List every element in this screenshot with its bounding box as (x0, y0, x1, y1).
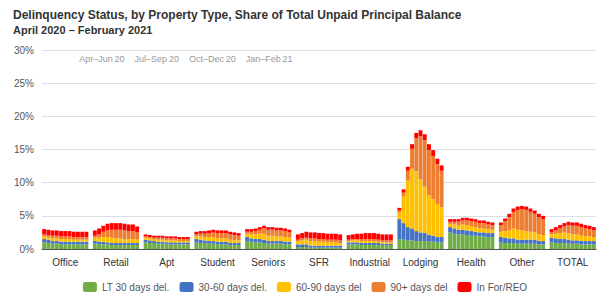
svg-text:60-90 days del: 60-90 days del (296, 282, 362, 293)
svg-text:10%: 10% (14, 177, 34, 188)
svg-text:Other: Other (509, 257, 535, 268)
svg-text:April 2020 – February 2021: April 2020 – February 2021 (13, 24, 152, 36)
svg-text:5%: 5% (20, 210, 35, 221)
svg-text:LT 30 days del.: LT 30 days del. (102, 282, 169, 293)
svg-text:Student: Student (200, 257, 235, 268)
svg-text:Health: Health (457, 257, 486, 268)
svg-text:Delinquency Status, by Propert: Delinquency Status, by Property Type, Sh… (13, 8, 462, 22)
svg-text:Seniors: Seniors (251, 257, 285, 268)
svg-text:90+ days del: 90+ days del (391, 282, 448, 293)
svg-text:Apt: Apt (159, 257, 174, 268)
svg-text:20%: 20% (14, 111, 34, 122)
svg-text:TOTAL: TOTAL (557, 257, 589, 268)
svg-text:30-60 days del.: 30-60 days del. (199, 282, 267, 293)
svg-text:Apr–Jun 20 Jul–Sep 20 Oc: Apr–Jun 20 Jul–Sep 20 Oct–Dec 20 Jan–Feb… (79, 54, 292, 64)
svg-text:15%: 15% (14, 144, 34, 155)
svg-text:25%: 25% (14, 78, 34, 89)
svg-text:Lodging: Lodging (403, 257, 439, 268)
svg-text:Office: Office (52, 257, 78, 268)
svg-text:Retail: Retail (103, 257, 129, 268)
svg-text:0%: 0% (20, 244, 35, 255)
svg-text:30%: 30% (14, 45, 34, 56)
svg-text:Industrial: Industrial (349, 257, 390, 268)
svg-text:In For/REO: In For/REO (477, 282, 528, 293)
svg-text:SFR: SFR (309, 257, 329, 268)
